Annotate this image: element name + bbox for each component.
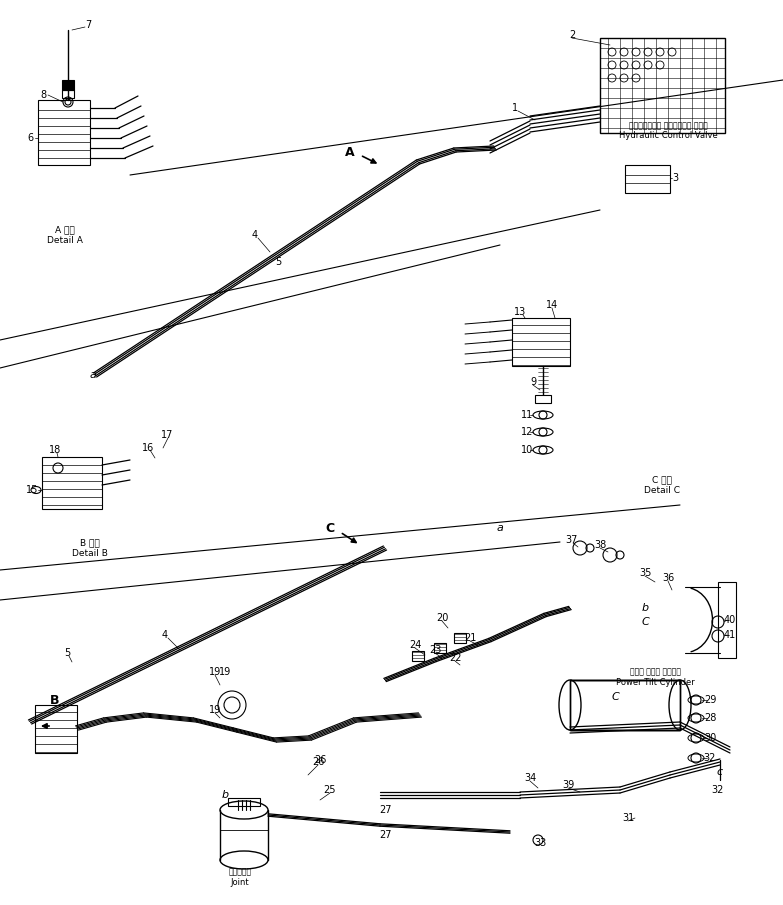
- Bar: [512, 318, 570, 366]
- Text: パワー チルト シリンダ: パワー チルト シリンダ: [630, 668, 680, 677]
- Text: 27: 27: [379, 830, 392, 840]
- Text: Detail B: Detail B: [72, 548, 108, 557]
- Text: Joint: Joint: [231, 878, 249, 887]
- Text: 11: 11: [521, 410, 533, 420]
- Text: 10: 10: [521, 445, 533, 455]
- Text: 27: 27: [379, 805, 392, 815]
- Text: 4: 4: [252, 230, 258, 240]
- Text: 40: 40: [723, 615, 736, 625]
- Bar: [35, 705, 77, 753]
- Text: 6: 6: [27, 133, 33, 143]
- Text: 24: 24: [409, 640, 421, 650]
- Text: 7: 7: [85, 20, 91, 30]
- Text: 1: 1: [512, 103, 518, 113]
- Text: 19: 19: [209, 705, 221, 715]
- Text: A 詳細: A 詳細: [55, 225, 75, 234]
- Text: A: A: [345, 146, 355, 158]
- Text: 29: 29: [704, 695, 716, 705]
- Text: 19: 19: [209, 667, 221, 677]
- Text: 41: 41: [723, 630, 736, 640]
- Bar: [228, 798, 260, 806]
- Bar: [625, 165, 670, 193]
- Text: 30: 30: [704, 733, 716, 743]
- Text: c: c: [717, 767, 723, 777]
- Text: ハイドロリック コントロール バルブ: ハイドロリック コントロール バルブ: [629, 121, 707, 130]
- Text: 2: 2: [569, 30, 576, 40]
- Text: 17: 17: [161, 430, 173, 440]
- Text: 35: 35: [639, 568, 651, 578]
- Bar: [62, 80, 74, 90]
- Bar: [454, 633, 466, 643]
- Text: 20: 20: [436, 613, 448, 623]
- Text: 31: 31: [622, 813, 634, 823]
- Text: C 詳細: C 詳細: [652, 475, 672, 484]
- Text: C: C: [641, 617, 649, 627]
- Text: 8: 8: [40, 90, 46, 100]
- Text: 23: 23: [429, 645, 441, 655]
- Text: a: a: [496, 523, 503, 533]
- Text: 21: 21: [464, 633, 476, 643]
- Text: B 詳細: B 詳細: [80, 538, 100, 548]
- Bar: [718, 582, 736, 658]
- Text: 14: 14: [546, 300, 558, 310]
- Text: b: b: [641, 603, 648, 613]
- Text: Detail A: Detail A: [47, 235, 83, 244]
- Text: 4: 4: [162, 630, 168, 640]
- Bar: [600, 38, 725, 133]
- Text: 26: 26: [314, 755, 327, 765]
- Text: Detail C: Detail C: [644, 485, 680, 494]
- Bar: [62, 90, 74, 98]
- Text: 16: 16: [142, 443, 154, 453]
- Text: 12: 12: [521, 427, 533, 437]
- Text: a: a: [89, 370, 96, 380]
- Text: 15: 15: [26, 485, 38, 495]
- Text: 5: 5: [275, 257, 281, 267]
- Text: 32: 32: [712, 785, 724, 795]
- Text: 33: 33: [534, 838, 546, 848]
- Text: 22: 22: [449, 653, 461, 663]
- Text: b: b: [222, 790, 229, 800]
- Bar: [570, 680, 680, 730]
- Text: C: C: [326, 521, 334, 535]
- Text: 28: 28: [704, 713, 716, 723]
- Text: 26: 26: [312, 757, 324, 767]
- Bar: [42, 457, 102, 509]
- Text: ジョイント: ジョイント: [229, 868, 251, 877]
- Text: 39: 39: [562, 780, 574, 790]
- Text: 34: 34: [524, 773, 536, 783]
- Text: 19: 19: [219, 667, 231, 677]
- Text: 25: 25: [323, 785, 336, 795]
- Text: 36: 36: [662, 573, 674, 583]
- Text: C: C: [611, 692, 619, 702]
- Text: 13: 13: [514, 307, 526, 317]
- Bar: [535, 395, 551, 403]
- Text: 3: 3: [672, 173, 678, 183]
- Bar: [434, 643, 446, 653]
- Text: 37: 37: [566, 535, 578, 545]
- Bar: [412, 651, 424, 661]
- Text: 5: 5: [64, 648, 70, 658]
- Text: 9: 9: [530, 377, 536, 387]
- Text: 18: 18: [49, 445, 61, 455]
- Text: 38: 38: [594, 540, 606, 550]
- Text: Hydraulic Control Valve: Hydraulic Control Valve: [619, 131, 717, 140]
- Text: Power Tilt Cylinder: Power Tilt Cylinder: [615, 678, 695, 687]
- Text: 32: 32: [704, 753, 716, 763]
- Bar: [570, 680, 680, 730]
- Bar: [38, 100, 90, 165]
- Text: B: B: [50, 693, 60, 707]
